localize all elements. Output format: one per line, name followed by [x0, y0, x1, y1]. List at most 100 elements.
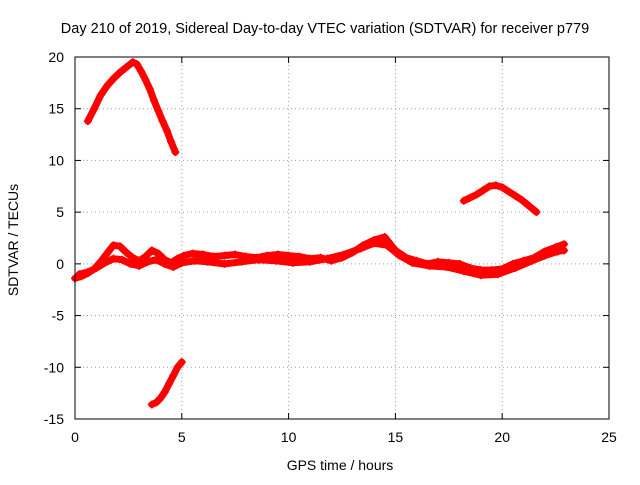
x-tick-label: 20: [494, 429, 510, 445]
data-point: [115, 68, 124, 77]
series-arc-late-high: [459, 181, 541, 217]
data-point: [103, 249, 112, 258]
data-point: [83, 117, 92, 126]
data-point: [179, 251, 188, 260]
data-point: [273, 250, 282, 259]
data-point: [231, 250, 240, 259]
data-point: [173, 363, 182, 372]
data-point: [158, 117, 167, 126]
data-point: [476, 271, 485, 280]
y-tick-label: 0: [56, 256, 64, 272]
data-point: [90, 104, 99, 113]
y-tick-label: 15: [48, 101, 64, 117]
data-point: [540, 251, 549, 260]
y-axis-tick-labels: -15 -10 -5 0 5 10 15 20: [44, 49, 64, 427]
data-point: [380, 232, 389, 241]
data-point: [190, 256, 199, 265]
data-point: [128, 58, 137, 67]
data-point: [177, 258, 186, 267]
data-point: [459, 196, 468, 205]
data-point: [323, 254, 332, 263]
data-point: [553, 247, 562, 256]
data-point: [117, 255, 126, 264]
data-point: [147, 246, 156, 255]
x-tick-label: 0: [71, 429, 79, 445]
data-point: [150, 96, 159, 105]
series-arc-main-b: [75, 239, 569, 280]
data-point: [160, 259, 169, 268]
chart-title: Day 210 of 2019, Sidereal Day-to-day VTE…: [61, 21, 589, 37]
plot-frame: [74, 56, 610, 420]
data-point: [188, 249, 197, 258]
data-point: [511, 191, 520, 200]
data-point: [115, 242, 124, 251]
data-point: [126, 259, 135, 268]
data-point: [156, 394, 165, 403]
series-arc-low-early: [147, 358, 186, 409]
data-point: [395, 251, 404, 260]
data-point: [154, 106, 163, 115]
data-point: [109, 254, 118, 263]
data-point: [498, 183, 507, 192]
x-tick-label: 10: [281, 429, 297, 445]
data-point: [237, 257, 246, 266]
data-point: [478, 186, 487, 195]
data-point: [137, 67, 146, 76]
data-point: [459, 267, 468, 276]
y-tick-label: -5: [52, 308, 65, 324]
data-point: [382, 241, 391, 250]
data-point: [442, 262, 451, 271]
data-point: [152, 255, 161, 264]
data-point: [560, 246, 569, 255]
x-tick-label: 15: [388, 429, 404, 445]
axis-ticks: [74, 56, 610, 420]
data-point: [128, 253, 137, 262]
data-point: [75, 270, 84, 279]
data-point: [491, 181, 500, 190]
x-axis-tick-labels: 0 5 10 15 20 25: [71, 429, 617, 445]
data-point: [485, 182, 494, 191]
data-point: [100, 258, 109, 267]
data-point: [203, 257, 212, 266]
data-point: [340, 250, 349, 259]
data-point: [122, 63, 131, 72]
data-point: [528, 256, 537, 265]
data-point: [493, 270, 502, 279]
data-point: [145, 85, 154, 94]
data-point: [199, 250, 208, 259]
y-tick-label: 10: [48, 152, 64, 168]
data-point: [162, 126, 171, 135]
data-point: [425, 261, 434, 270]
data-point: [92, 263, 101, 272]
data-marks: [71, 58, 569, 409]
data-point: [511, 263, 520, 272]
data-point: [504, 187, 513, 196]
data-point: [523, 200, 532, 209]
data-point: [164, 379, 173, 388]
data-point: [160, 388, 169, 397]
data-point: [370, 239, 379, 248]
data-point: [109, 74, 118, 83]
data-point: [220, 259, 229, 268]
y-tick-label: -15: [44, 411, 64, 427]
data-point: [154, 249, 163, 258]
data-point: [103, 81, 112, 90]
y-tick-label: -10: [44, 359, 64, 375]
data-point: [517, 195, 526, 204]
data-point: [132, 60, 141, 69]
data-point: [167, 137, 176, 146]
data-point: [466, 193, 475, 202]
data-point: [96, 91, 105, 100]
data-point: [143, 257, 152, 266]
y-tick-label: 20: [48, 49, 64, 65]
data-point: [288, 258, 297, 267]
data-point: [169, 262, 178, 271]
data-point: [271, 256, 280, 265]
y-tick-label: 5: [56, 204, 64, 220]
data-point: [147, 400, 156, 409]
data-point: [532, 208, 541, 217]
data-point: [220, 251, 229, 260]
